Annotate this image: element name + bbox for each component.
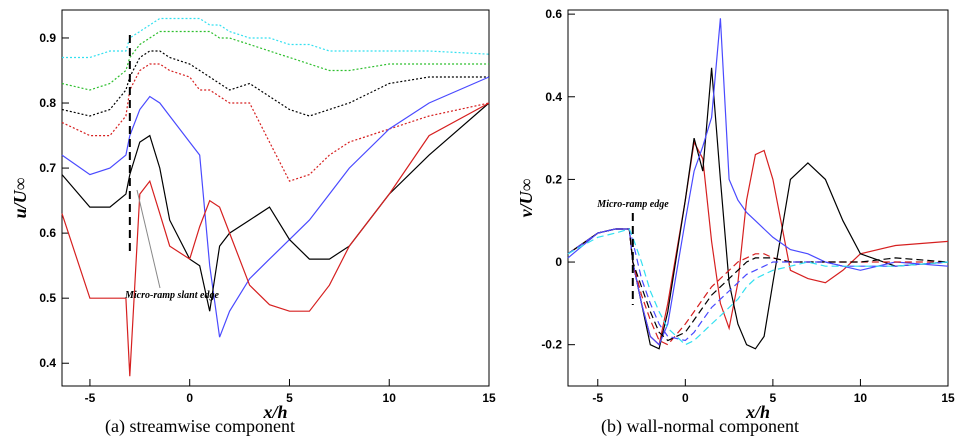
x-axis-label: x/h [262,402,287,422]
y-tick-label: 0.7 [39,161,56,175]
data-line [567,18,949,346]
annotation: Micro-ramp slant edge [124,290,219,301]
y-tick-label: 0.2 [545,172,562,186]
x-tick-label: 0 [682,391,689,405]
x-tick-label: 5 [770,391,777,405]
x-tick-label: 0 [186,391,193,405]
y-tick-label: 0.6 [545,7,562,21]
data-line [567,228,949,346]
x-tick-label: -5 [592,391,603,405]
x-tick-label: 15 [482,391,496,405]
data-line [61,30,489,91]
data-line [61,63,490,182]
x-tick-label: 15 [941,391,955,405]
x-tick-label: 10 [383,391,397,405]
y-tick-label: 0.9 [39,31,56,45]
data-line [61,50,489,117]
y-tick-label: 0.4 [39,356,56,370]
y-tick-label: 0.4 [545,90,562,104]
plot-frame [567,9,949,387]
y-tick-label: 0 [555,255,562,269]
pointer [136,189,161,289]
y-tick-label: -0.2 [541,338,562,352]
annotation: Micro-ramp edge [596,199,669,210]
caption: (a) streamwise component [105,416,295,437]
x-tick-label: 10 [854,391,868,405]
data-line [567,228,949,342]
y-axis-label: v/U∞ [516,178,536,217]
caption: (b) wall-normal component [601,416,799,437]
data-line [61,76,490,338]
data-line [567,140,949,346]
y-tick-label: 0.6 [39,226,56,240]
x-axis-label: x/h [745,402,770,422]
data-line [61,102,490,312]
x-tick-label: 5 [286,391,293,405]
data-line [62,17,490,59]
x-tick-label: -5 [85,391,96,405]
data-line [61,102,490,377]
y-axis-label: u/U∞ [10,177,30,218]
y-tick-label: 0.8 [39,96,56,110]
y-tick-label: 0.5 [39,291,56,305]
plot-frame [61,9,490,387]
data-line [567,228,949,342]
